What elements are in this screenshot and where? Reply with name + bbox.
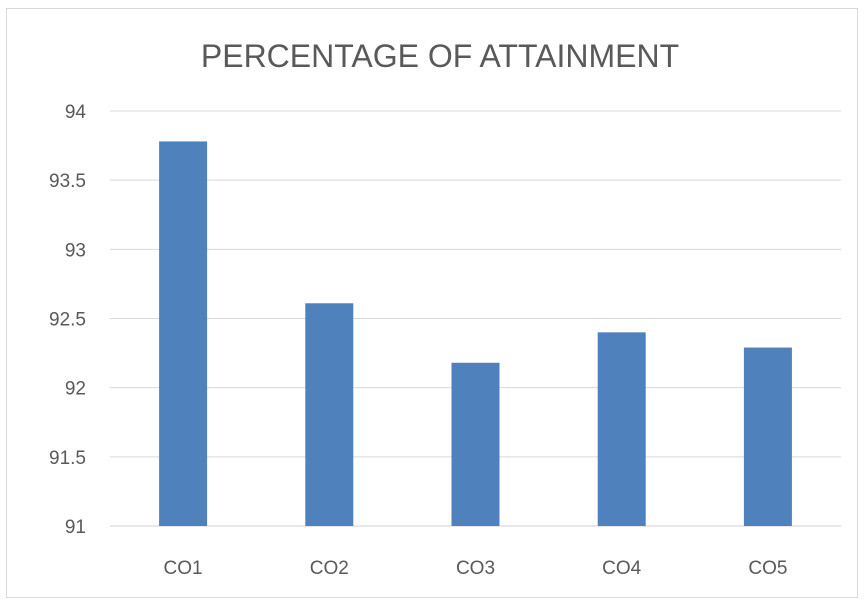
bar-co3 bbox=[451, 362, 500, 526]
x-tick-label: CO3 bbox=[456, 558, 495, 579]
x-tick-label: CO1 bbox=[164, 558, 203, 579]
x-tick-label: CO4 bbox=[602, 558, 642, 579]
y-tick-label: 92.5 bbox=[49, 310, 86, 331]
chart-frame bbox=[6, 8, 858, 598]
y-axis-ticks: 91 91.5 92 92.5 93 93.5 94 bbox=[49, 102, 86, 538]
bar-co2 bbox=[305, 303, 354, 526]
y-tick-label: 94 bbox=[65, 102, 87, 123]
y-tick-label: 92 bbox=[65, 379, 86, 400]
bar-co4 bbox=[597, 332, 646, 526]
gridlines bbox=[110, 110, 841, 527]
chart-title: PERCENTAGE OF ATTAINMENT bbox=[201, 38, 679, 74]
y-tick-label: 91.5 bbox=[49, 448, 86, 469]
y-tick-label: 91 bbox=[65, 517, 86, 538]
bars bbox=[159, 141, 792, 526]
x-tick-label: CO2 bbox=[310, 558, 349, 579]
y-tick-label: 93 bbox=[65, 240, 86, 261]
x-axis-ticks: CO1 CO2 CO3 CO4 CO5 bbox=[164, 558, 788, 579]
x-tick-label: CO5 bbox=[748, 558, 787, 579]
bar-co1 bbox=[159, 141, 208, 526]
y-tick-label: 93.5 bbox=[49, 171, 86, 192]
bar-co5 bbox=[743, 347, 792, 526]
